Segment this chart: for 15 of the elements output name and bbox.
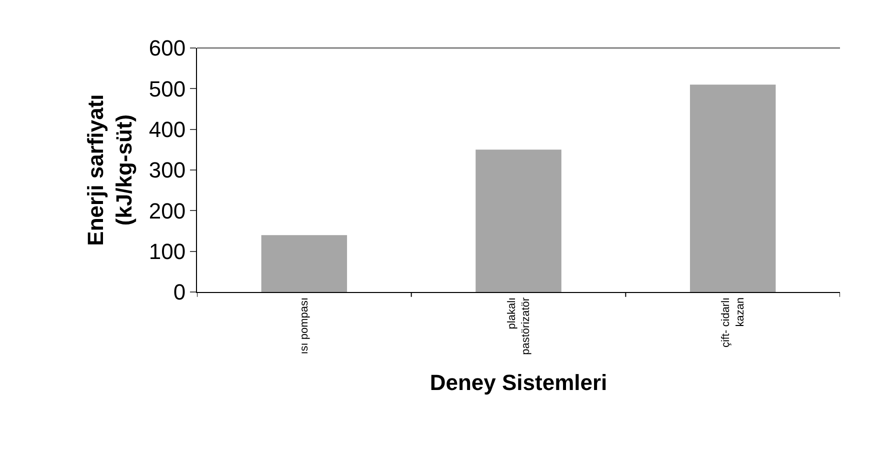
bar: [690, 84, 776, 292]
y-tick-label: 300: [148, 158, 186, 183]
y-tick-label: 600: [148, 36, 186, 61]
y-tick-label: 0: [173, 280, 186, 305]
y-tick-label: 400: [148, 117, 186, 142]
x-tick-label: plakalı pastörizatör: [506, 297, 532, 355]
x-axis-title: Deney Sistemleri: [430, 370, 608, 395]
x-tick-label: ısı pompası: [298, 297, 311, 354]
x-tick-label: çift- cidarlı kazan: [720, 297, 747, 348]
y-tick-label: 500: [148, 76, 186, 102]
y-tick-label: 200: [148, 198, 186, 224]
y-tick-label: 100: [148, 239, 186, 264]
y-axis-title: Enerji sarfiyatı (kJ/kg-süt): [83, 94, 137, 246]
bar: [476, 150, 562, 292]
bar: [261, 235, 348, 292]
